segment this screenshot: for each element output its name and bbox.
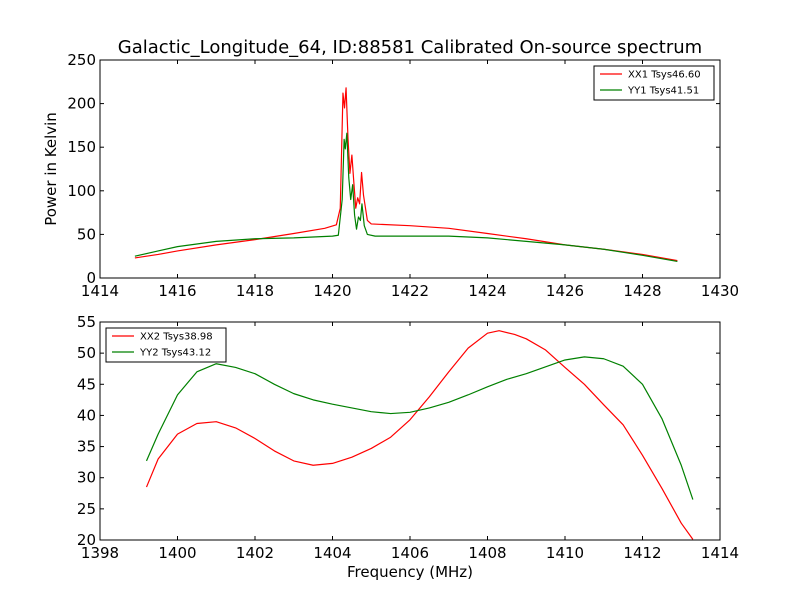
bottom-series-line-2 [145,356,694,500]
top-x-tick-label: 1422 [391,282,429,300]
bottom-y-tick-label: 35 [77,438,96,456]
bottom-x-tick-label: 1400 [158,544,196,562]
bottom-x-tick-label: 1412 [623,544,661,562]
top-legend-label-xx1: XX1 Tsys46.60 [628,70,701,81]
top-legend-label-yy1: YY1 Tsys41.51 [627,86,699,97]
top-x-tick-label: 1416 [158,282,196,300]
bottom-series-lines [145,330,694,540]
top-x-tick-label: 1430 [701,282,739,300]
top-series-lines [134,87,678,263]
top-x-tick-label: 1426 [546,282,584,300]
top-axis-ticks: 1414 1416 1418 1420 1422 1424 1426 1428 1430 0 50 1… [67,51,739,300]
top-y-tick-label: 100 [67,182,96,200]
bottom-y-tick-label: 20 [77,531,96,549]
top-series-line-1 [134,87,678,262]
chart-title: Galactic_Longitude_64, ID:88581 Calibrat… [118,37,702,58]
top-x-tick-label: 1424 [468,282,506,300]
bottom-y-tick-label: 40 [77,406,96,424]
top-x-tick-label: 1418 [236,282,274,300]
bottom-x-tick-label: 1402 [236,544,274,562]
top-x-tick-label: 1420 [313,282,351,300]
bottom-series-line-1 [145,330,694,540]
bottom-x-tick-label: 1404 [313,544,351,562]
bottom-subplot: 1398 1400 1402 1404 1406 1408 1410 1412 1414 20 25… [77,313,739,581]
bottom-legend-label-yy2: YY2 Tsys43.12 [139,348,211,359]
bottom-x-tick-label: 1406 [391,544,429,562]
bottom-y-tick-label: 30 [77,469,96,487]
bottom-axis-ticks: 1398 1400 1402 1404 1406 1408 1410 1412 1414 20 25… [77,313,739,562]
bottom-y-tick-label: 25 [77,500,96,518]
top-y-tick-label: 0 [86,269,96,287]
top-y-tick-label: 200 [67,95,96,113]
top-y-tick-label: 250 [67,51,96,69]
bottom-x-tick-label: 1398 [81,544,119,562]
bottom-x-axis-label: Frequency (MHz) [347,563,473,581]
bottom-x-tick-label: 1410 [546,544,584,562]
bottom-legend: XX2 Tsys38.98 YY2 Tsys43.12 [105,327,227,363]
top-y-tick-label: 150 [67,138,96,156]
top-legend: XX1 Tsys46.60 YY1 Tsys41.51 [593,65,715,101]
top-series-line-2 [134,132,678,263]
bottom-legend-label-xx2: XX2 Tsys38.98 [140,332,213,343]
bottom-legend-box [105,327,227,363]
bottom-x-tick-label: 1414 [701,544,739,562]
bottom-y-tick-label: 45 [77,375,96,393]
top-subplot: 1414 1416 1418 1420 1422 1424 1426 1428 1430 0 50 1… [42,37,739,300]
top-y-tick-label: 50 [77,225,96,243]
top-x-tick-label: 1414 [81,282,119,300]
top-legend-box [593,65,715,101]
top-y-axis-label: Power in Kelvin [42,112,60,226]
bottom-x-tick-label: 1408 [468,544,506,562]
bottom-y-tick-label: 55 [77,313,96,331]
top-x-tick-label: 1428 [623,282,661,300]
bottom-y-tick-label: 50 [77,344,96,362]
